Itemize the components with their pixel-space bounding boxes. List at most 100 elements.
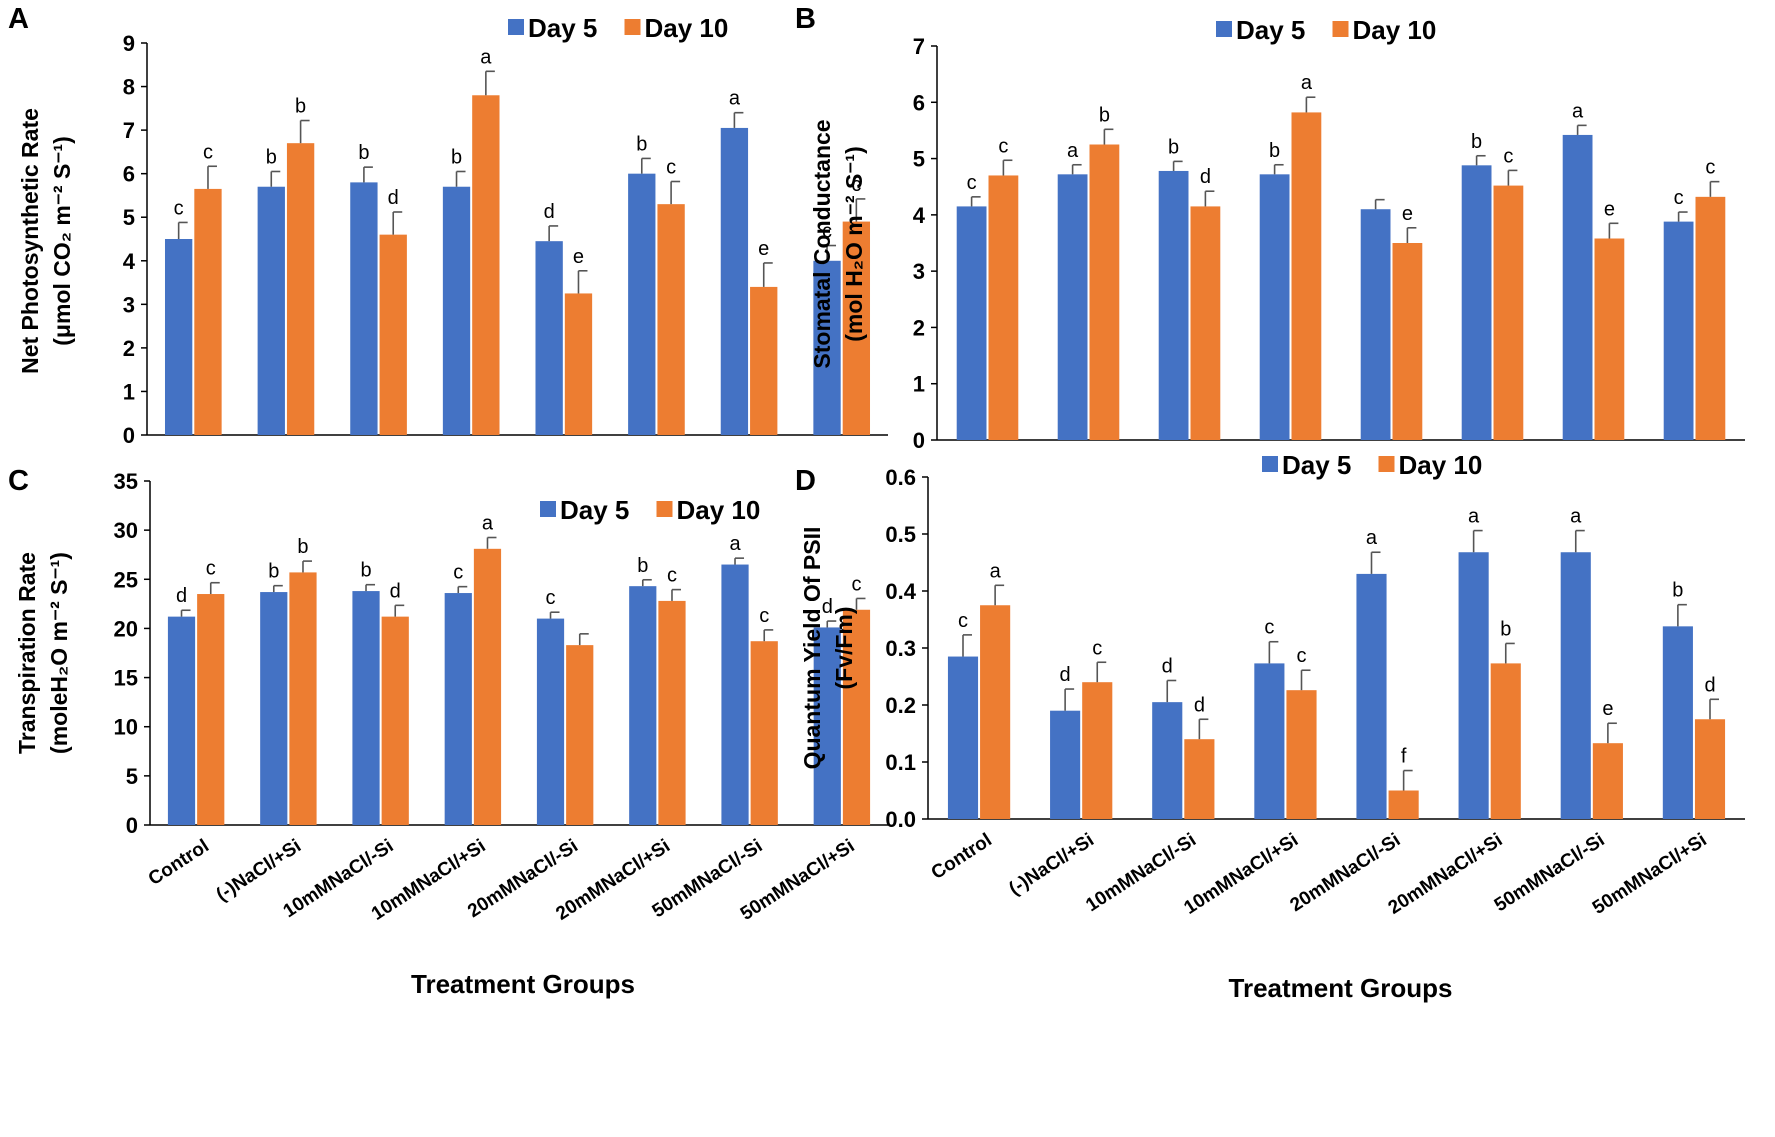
bar-day-10 bbox=[657, 204, 685, 435]
y-tick-label: 2 bbox=[123, 336, 135, 361]
significance-letter: d bbox=[1200, 166, 1211, 188]
panel-letter: D bbox=[795, 465, 816, 497]
bar-day-5 bbox=[1158, 170, 1189, 440]
significance-letter: c bbox=[174, 197, 184, 219]
x-category-label: 20mMNaCl/+Si bbox=[1385, 830, 1507, 919]
y-tick-label: 0 bbox=[126, 813, 138, 838]
bar-day-10 bbox=[1392, 243, 1423, 440]
bar-day-5 bbox=[257, 186, 285, 435]
significance-letter: c bbox=[546, 587, 556, 609]
significance-letter: c bbox=[958, 610, 968, 632]
bar-day-10 bbox=[289, 572, 317, 825]
significance-letter: c bbox=[206, 558, 216, 580]
significance-letter: a bbox=[990, 560, 1002, 582]
y-tick-label: 2 bbox=[913, 315, 925, 340]
bar-day-10 bbox=[1388, 790, 1419, 819]
legend-label: Day 10 bbox=[1399, 450, 1483, 480]
bar-day-5 bbox=[628, 173, 656, 435]
significance-letter: c bbox=[1503, 145, 1513, 167]
significance-letter: c bbox=[1297, 645, 1307, 667]
significance-letter: b bbox=[1500, 618, 1511, 640]
legend-swatch bbox=[540, 501, 556, 517]
y-axis-subtitle: (moleH₂O m⁻² S⁻¹) bbox=[46, 552, 72, 754]
significance-letter: a bbox=[1570, 506, 1582, 528]
y-axis-title: Quantum Yield Of PSII bbox=[799, 527, 825, 770]
significance-letter: c bbox=[1674, 187, 1684, 209]
significance-letter: d bbox=[1162, 655, 1173, 677]
bar-day-5 bbox=[947, 656, 979, 819]
y-tick-label: 0.2 bbox=[885, 693, 916, 718]
significance-letter: e bbox=[1402, 203, 1413, 225]
bar-day-10 bbox=[566, 645, 594, 825]
significance-letter: d bbox=[176, 585, 187, 607]
y-tick-label: 7 bbox=[123, 118, 135, 143]
bar-day-10 bbox=[842, 609, 871, 825]
y-tick-label: 10 bbox=[114, 715, 138, 740]
y-tick-label: 0.1 bbox=[885, 750, 916, 775]
bar-day-10 bbox=[1694, 719, 1726, 819]
bar-day-10 bbox=[473, 548, 502, 825]
legend-label: Day 10 bbox=[677, 495, 761, 525]
bar-day-5 bbox=[629, 586, 657, 825]
bar-day-10 bbox=[286, 143, 315, 435]
bar-day-5 bbox=[350, 182, 378, 435]
significance-letter: b bbox=[637, 555, 648, 577]
bar-day-10 bbox=[1089, 144, 1120, 440]
bar-day-5 bbox=[1356, 573, 1387, 819]
y-tick-label: 25 bbox=[114, 567, 138, 592]
bar-day-10 bbox=[980, 605, 1011, 819]
y-tick-label: 0.4 bbox=[885, 579, 916, 604]
chart-panel-b: B 0 1 2 3 4 5 6 7 Stomatal Conductance (mol H₂O m⁻… bbox=[795, 3, 1745, 453]
panel-letter: C bbox=[8, 465, 29, 497]
legend-swatch bbox=[1216, 21, 1232, 37]
x-category-label: (-)NaCl/+Si bbox=[1005, 830, 1097, 900]
significance-letter: b bbox=[1269, 140, 1280, 162]
legend-swatch bbox=[1262, 456, 1278, 472]
bar-day-5 bbox=[260, 592, 288, 825]
significance-letter: d bbox=[390, 580, 401, 602]
bar-day-5 bbox=[1360, 209, 1391, 440]
y-tick-label: 5 bbox=[126, 764, 138, 789]
chart-panel-c: C 0 5 10 15 20 25 30 35 Transpiration Rate (moleH₂… bbox=[8, 465, 888, 999]
significance-letter: a bbox=[480, 46, 492, 68]
bar-day-10 bbox=[1592, 743, 1623, 819]
bar-day-10 bbox=[1286, 690, 1317, 819]
significance-letter: a bbox=[1572, 100, 1584, 122]
bar-day-5 bbox=[720, 127, 749, 435]
x-axis-title: Treatment Groups bbox=[411, 969, 635, 999]
bar-day-10 bbox=[1490, 663, 1521, 819]
y-tick-label: 15 bbox=[114, 666, 138, 691]
bar-day-5 bbox=[1560, 552, 1591, 819]
significance-letter: d bbox=[544, 201, 555, 223]
bar-day-10 bbox=[472, 95, 500, 436]
bar-day-5 bbox=[1458, 552, 1489, 819]
bar-day-10 bbox=[1184, 739, 1215, 819]
y-tick-label: 0 bbox=[913, 428, 925, 453]
bar-day-5 bbox=[1057, 174, 1088, 440]
significance-letter: b bbox=[451, 146, 462, 168]
significance-letter: a bbox=[1067, 140, 1079, 162]
significance-letter: e bbox=[573, 246, 584, 268]
significance-letter: a bbox=[1468, 506, 1480, 528]
bar-day-10 bbox=[1695, 196, 1726, 440]
significance-letter: a bbox=[482, 513, 494, 535]
significance-letter: f bbox=[1401, 746, 1407, 768]
legend-swatch bbox=[1332, 21, 1349, 37]
bar-day-10 bbox=[1493, 185, 1524, 440]
bar-day-10 bbox=[658, 600, 686, 825]
bar-day-5 bbox=[813, 260, 841, 435]
significance-letter: c bbox=[967, 172, 977, 194]
x-category-label: Control bbox=[145, 836, 213, 890]
bar-day-5 bbox=[1662, 626, 1693, 819]
significance-letter: c bbox=[1092, 637, 1102, 659]
significance-letter: b bbox=[295, 96, 306, 118]
significance-letter: c bbox=[667, 565, 677, 587]
y-tick-label: 7 bbox=[913, 34, 925, 59]
bar-day-5 bbox=[536, 618, 565, 825]
y-tick-label: 5 bbox=[123, 205, 135, 230]
significance-letter: c bbox=[203, 141, 213, 163]
y-tick-label: 0 bbox=[123, 423, 135, 448]
significance-letter: b bbox=[1471, 131, 1482, 153]
bar-day-5 bbox=[442, 186, 471, 435]
y-tick-label: 0.5 bbox=[885, 522, 916, 547]
